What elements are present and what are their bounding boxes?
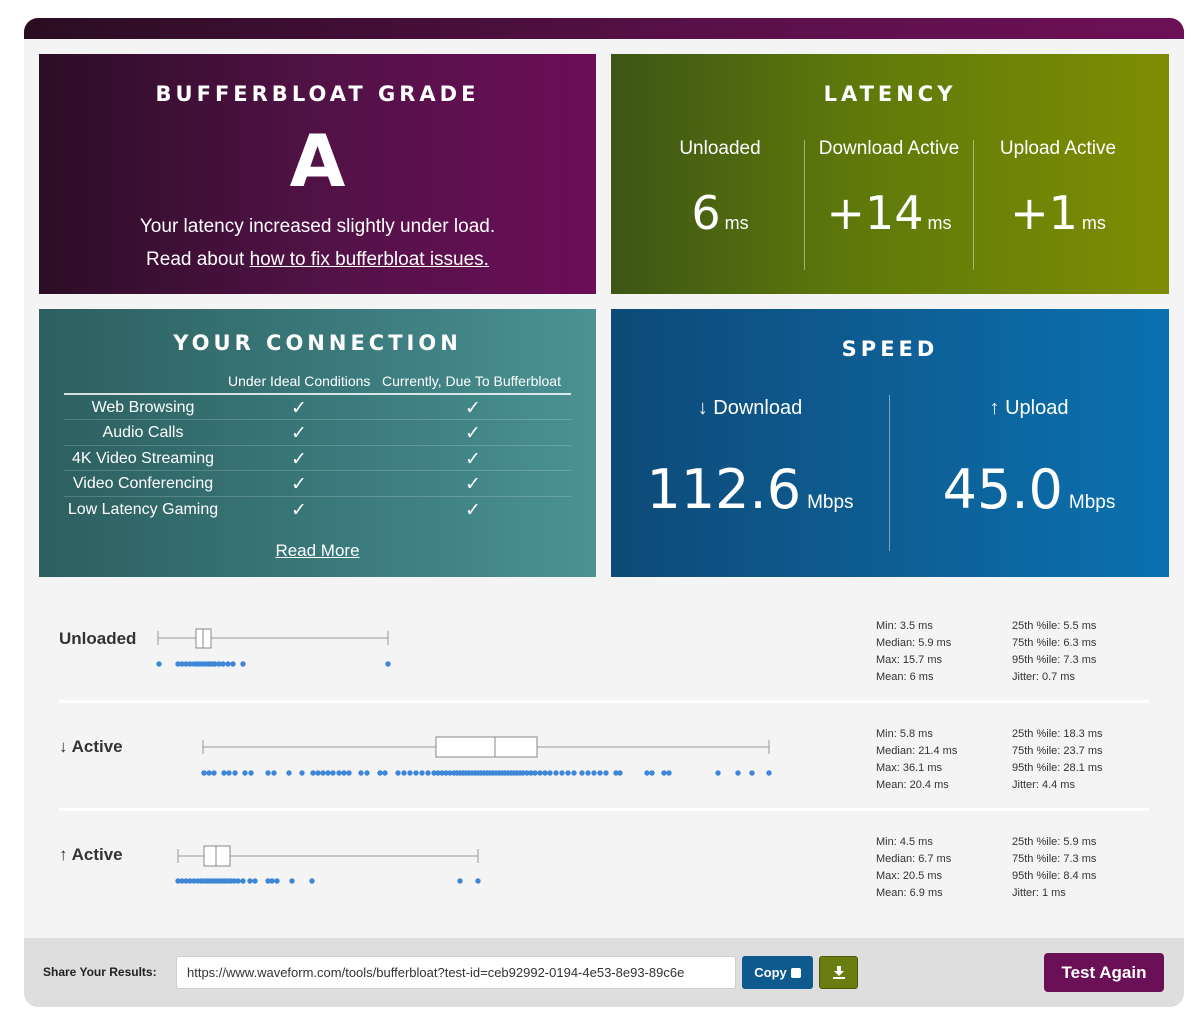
connection-row: Video Conferencing ✓ ✓ <box>64 471 571 497</box>
connection-row-name: 4K Video Streaming <box>71 449 214 467</box>
download-active-stats-left: Min: 5.8 ms Median: 21.4 ms Max: 36.1 ms M… <box>876 728 958 791</box>
download-speed-value: 112.6 Mbps <box>646 458 854 521</box>
download-active-samples <box>201 770 772 776</box>
check-icon: ✓ <box>465 397 481 419</box>
latency-unloaded: Unloaded 6 ms <box>636 138 804 240</box>
speed-card: SPEED ↓ Download 112.6 Mbps ↑ Upload 45.0… <box>611 309 1169 577</box>
download-speed-label: ↓ Download <box>697 397 803 419</box>
share-footer: Share Your Results: https://www.waveform… <box>24 938 1184 1007</box>
share-url-field[interactable]: https://www.waveform.com/tools/bufferblo… <box>176 956 736 989</box>
unloaded-stats: Unloaded Min: 3.5 ms Median: 5.9 ms Max: … <box>24 618 1184 698</box>
upload-active-stats-right: 25th %ile: 5.9 ms 75th %ile: 7.3 ms 95th … <box>1012 836 1097 899</box>
results-panel: BUFFERBLOAT GRADE A Your latency increas… <box>24 18 1184 1007</box>
latency-upload-value: +1 ms <box>1010 186 1106 240</box>
connection-row-name: Web Browsing <box>91 399 195 416</box>
latency-upload-label: Upload Active <box>999 138 1117 159</box>
download-icon <box>832 966 845 979</box>
connection-row: Low Latency Gaming ✓ ✓ <box>64 497 571 522</box>
grade-message: Your latency increased slightly under lo… <box>139 216 496 237</box>
check-icon: ✓ <box>465 447 481 470</box>
upload-active-samples <box>175 878 481 884</box>
download-active-label: ↓ Active <box>59 737 123 756</box>
unloaded-stats-left: Min: 3.5 ms Median: 5.9 ms Max: 15.7 ms Me… <box>876 620 952 683</box>
connection-row-name: Video Conferencing <box>72 475 214 493</box>
upload-active-stats: ↑ Active Min: 4.5 ms Median: 6.7 ms <box>24 834 1184 914</box>
speed-divider <box>889 395 890 551</box>
check-icon: ✓ <box>291 498 307 521</box>
unloaded-boxplot <box>156 628 391 667</box>
upload-active-boxplot <box>175 845 481 884</box>
upload-speed: ↑ Upload 45.0 Mbps <box>890 397 1168 521</box>
latency-download-label: Download Active <box>818 138 960 159</box>
read-more-link[interactable]: Read More <box>275 541 360 560</box>
download-active-stats-right: 25th %ile: 18.3 ms 75th %ile: 23.7 ms 95t… <box>1012 728 1103 791</box>
check-icon: ✓ <box>465 422 481 445</box>
upload-active-stats-left: Min: 4.5 ms Median: 6.7 ms Max: 20.5 ms Me… <box>876 836 952 899</box>
connection-table-header: Under Ideal Conditions Currently, Due To… <box>64 371 571 395</box>
connection-row: Web Browsing ✓ ✓ <box>64 395 571 421</box>
grade-fix-prefix: Read about <box>146 249 250 270</box>
check-icon: ✓ <box>291 447 307 470</box>
latency-title: LATENCY <box>823 82 957 106</box>
stats-divider <box>59 700 1149 703</box>
connection-title: YOUR CONNECTION <box>173 331 462 355</box>
grade-fix-line: Read about how to fix bufferbloat issues… <box>39 249 596 271</box>
check-icon: ✓ <box>291 397 307 419</box>
unloaded-label: Unloaded <box>59 629 137 648</box>
latency-upload-active: Upload Active +1 ms <box>974 138 1142 240</box>
latency-download-value: +14 ms <box>826 186 952 240</box>
latency-divider <box>804 140 805 270</box>
connection-card: YOUR CONNECTION Under Ideal Conditions C… <box>39 309 596 577</box>
col-ideal-header: Under Ideal Conditions <box>228 373 371 389</box>
latency-unloaded-label: Unloaded <box>679 138 761 159</box>
download-button[interactable] <box>819 956 858 989</box>
connection-row-name: Low Latency Gaming <box>67 500 219 518</box>
download-active-boxplot <box>201 736 772 776</box>
upload-speed-label: ↑ Upload <box>989 397 1069 419</box>
latency-unloaded-value: 6 ms <box>691 186 749 240</box>
copy-button[interactable]: Copy <box>742 956 813 989</box>
connection-row: Audio Calls ✓ ✓ <box>64 420 571 446</box>
col-current-header: Currently, Due To Bufferbloat <box>382 373 561 389</box>
upload-active-label: ↑ Active <box>59 845 123 864</box>
connection-row: 4K Video Streaming ✓ ✓ <box>64 446 571 472</box>
bufferbloat-grade-card: BUFFERBLOAT GRADE A Your latency increas… <box>39 54 596 294</box>
upload-speed-value: 45.0 Mbps <box>942 458 1116 521</box>
top-bar <box>24 18 1184 39</box>
grade-title: BUFFERBLOAT GRADE <box>155 82 480 106</box>
latency-card: LATENCY Unloaded 6 ms Download Active +14… <box>611 54 1169 294</box>
unloaded-stats-right: 25th %ile: 5.5 ms 75th %ile: 6.3 ms 95th … <box>1012 620 1097 683</box>
connection-table: Under Ideal Conditions Currently, Due To… <box>64 371 571 522</box>
check-icon: ✓ <box>291 473 307 496</box>
unloaded-samples <box>156 661 391 667</box>
download-active-stats: ↓ Active <box>24 726 1184 806</box>
check-icon: ✓ <box>291 422 307 445</box>
check-icon: ✓ <box>465 473 481 496</box>
speed-title: SPEED <box>841 337 939 361</box>
connection-row-name: Audio Calls <box>102 424 184 442</box>
download-speed: ↓ Download 112.6 Mbps <box>611 397 889 521</box>
read-more-wrap: Read More <box>39 541 596 561</box>
grade-letter: A <box>289 119 346 203</box>
latency-divider <box>973 140 974 270</box>
latency-download-active: Download Active +14 ms <box>805 138 973 240</box>
share-label: Share Your Results: <box>43 965 157 979</box>
check-icon: ✓ <box>465 498 481 521</box>
test-again-button[interactable]: Test Again <box>1044 953 1164 992</box>
stats-divider <box>59 808 1149 811</box>
fix-bufferbloat-link[interactable]: how to fix bufferbloat issues. <box>249 249 489 270</box>
copy-icon <box>790 968 801 978</box>
